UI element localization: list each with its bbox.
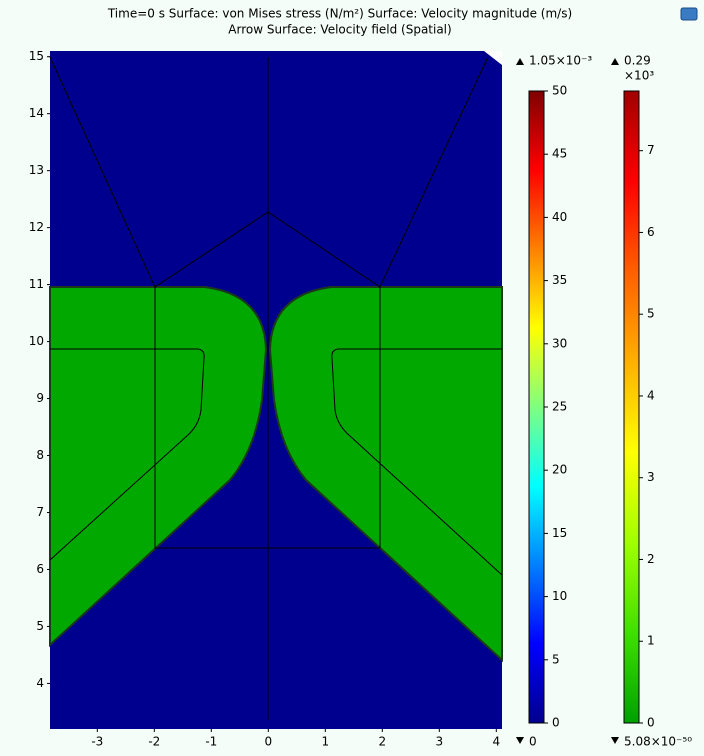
colorbar (528, 90, 545, 724)
y-tick-label: 15 (29, 49, 44, 63)
x-tick-label: 0 (264, 735, 272, 749)
colorbar-tick-label: 3 (647, 470, 655, 484)
colorbar (623, 90, 640, 724)
min-marker (516, 737, 524, 744)
colorbar-tick-label: 0 (647, 716, 655, 730)
geometry-line (49, 56, 489, 720)
min-marker (611, 737, 619, 744)
x-tick-label: 1 (321, 735, 329, 749)
colorbars: 051015202530354045501.05×10⁻³0012345670.… (516, 54, 692, 749)
colorbar-tick-label: 6 (647, 225, 655, 239)
colorbar-min: 5.08×10⁻⁵⁰ (624, 735, 692, 749)
geometry-line (49, 348, 205, 561)
y-tick-label: 13 (29, 163, 44, 177)
colorbar-max: 1.05×10⁻³ (529, 54, 592, 68)
geometry-line (331, 348, 503, 576)
y-tick-label: 6 (36, 562, 44, 576)
colorbar-tick-label: 45 (552, 147, 567, 161)
colorbar-tick-label: 30 (552, 336, 567, 350)
colorbar-tick-label: 20 (552, 463, 567, 477)
max-marker (516, 58, 524, 65)
right-solid (268, 286, 503, 663)
plot-area (49, 51, 503, 729)
y-tick-label: 4 (36, 676, 44, 690)
left-solid (49, 286, 268, 648)
y-tick-label: 10 (29, 334, 44, 348)
colorbar-tick-label: 1 (647, 634, 655, 648)
colorbar-tick-label: 5 (647, 307, 655, 321)
colorbar-tick-label: 2 (647, 552, 655, 566)
x-tick-label: -2 (148, 735, 160, 749)
colorbar-tick-label: 4 (647, 388, 655, 402)
y-tick-label: 7 (36, 505, 44, 519)
x-tick-label: 4 (492, 735, 500, 749)
colorbar-tick-label: 35 (552, 273, 567, 287)
colorbar-tick-label: 15 (552, 526, 567, 540)
plot-subtitle: Arrow Surface: Velocity field (Spatial) (228, 23, 451, 37)
y-tick-label: 5 (36, 619, 44, 633)
colorbar-multiplier: ×10³ (624, 69, 654, 83)
y-tick-label: 9 (36, 391, 44, 405)
colorbar-tick-label: 40 (552, 210, 567, 224)
corner-marker (484, 51, 502, 65)
export-icon[interactable] (680, 7, 698, 21)
colorbar-tick-label: 5 (552, 652, 560, 666)
colorbar-tick-label: 50 (552, 84, 567, 98)
colorbar-max: 0.29 (624, 54, 651, 68)
colorbar-min: 0 (529, 735, 537, 749)
y-tick-label: 8 (36, 448, 44, 462)
x-tick-label: 3 (435, 735, 443, 749)
colorbar-tick-label: 7 (647, 143, 655, 157)
y-tick-label: 14 (29, 106, 44, 120)
plot-title: Time=0 s Surface: von Mises stress (N/m²… (107, 7, 572, 21)
colorbar-tick-label: 10 (552, 589, 567, 603)
x-tick-label: -3 (91, 735, 103, 749)
x-tick-label: 2 (378, 735, 386, 749)
colorbar-tick-label: 25 (552, 400, 567, 414)
max-marker (611, 58, 619, 65)
x-tick-label: -1 (205, 735, 217, 749)
y-tick-label: 11 (29, 277, 44, 291)
y-tick-label: 12 (29, 220, 44, 234)
colorbar-tick-label: 0 (552, 716, 560, 730)
